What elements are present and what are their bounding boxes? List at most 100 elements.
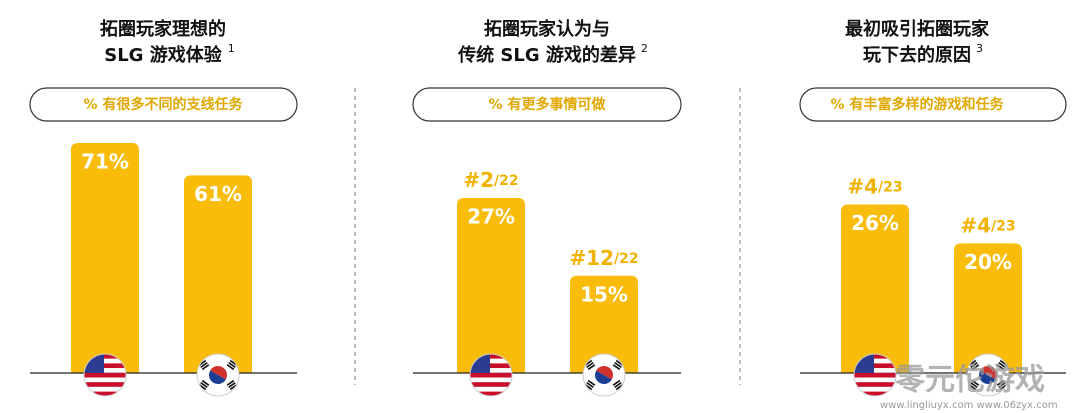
flag-stripe bbox=[470, 382, 512, 387]
value-label: 71% bbox=[81, 149, 129, 173]
flag-ring bbox=[966, 353, 1010, 397]
bar bbox=[570, 275, 638, 373]
flag-trigram bbox=[968, 384, 977, 391]
flag-stripe bbox=[470, 358, 512, 364]
flag-icon bbox=[196, 353, 240, 397]
flag-stripe bbox=[84, 386, 126, 392]
flag-stripe bbox=[470, 354, 512, 359]
flag-trigram bbox=[584, 384, 593, 391]
subtitle: % 有更多事情可做 bbox=[489, 96, 607, 113]
flag-yang bbox=[980, 366, 997, 380]
flag-trigram bbox=[998, 382, 1006, 388]
watermark: 零元佗游戏 bbox=[895, 363, 1045, 398]
flag-icon bbox=[582, 353, 626, 397]
flag-icon bbox=[83, 353, 127, 397]
bar bbox=[457, 198, 525, 373]
flag bbox=[967, 354, 1009, 396]
rank: #4 bbox=[847, 174, 878, 198]
flag-trigram bbox=[226, 364, 235, 371]
flag-trigram bbox=[201, 379, 210, 386]
value-label: 27% bbox=[467, 205, 515, 229]
chart-title: 拓圈玩家认为与 bbox=[484, 18, 610, 40]
flag-trigram bbox=[229, 384, 238, 391]
rank-total: /22 bbox=[494, 173, 519, 189]
flag-ring bbox=[83, 353, 127, 397]
flag-ring bbox=[853, 353, 897, 397]
rank-label: #4/23 bbox=[960, 213, 1015, 237]
flag-icon bbox=[966, 353, 1010, 397]
flag-um bbox=[595, 370, 612, 384]
flag-stripe bbox=[84, 358, 126, 364]
flag-trigram bbox=[612, 364, 621, 371]
flag-stripe bbox=[854, 354, 896, 359]
subtitle-pill bbox=[412, 87, 682, 122]
bar bbox=[841, 204, 909, 373]
flag-ring bbox=[196, 353, 240, 397]
flag-stripe bbox=[854, 358, 896, 364]
title-footnote: 2 bbox=[641, 42, 648, 55]
rank: #4 bbox=[960, 213, 991, 237]
flag-trigram bbox=[228, 362, 236, 368]
flag-trigram bbox=[998, 362, 1006, 368]
flag bbox=[583, 354, 625, 396]
flag-icon bbox=[853, 353, 897, 397]
rank-label: #2/22 bbox=[463, 168, 518, 192]
flag-stripe bbox=[84, 354, 126, 359]
flag-stripe bbox=[470, 377, 512, 383]
flag-trigram bbox=[198, 384, 207, 391]
rank-total: /23 bbox=[878, 180, 903, 196]
flag-trigram bbox=[615, 384, 624, 391]
value-label: 26% bbox=[851, 211, 899, 235]
flag-um bbox=[979, 370, 996, 384]
rank-total: /23 bbox=[991, 218, 1016, 234]
subtitle-pill bbox=[29, 87, 298, 122]
flag-trigram bbox=[971, 364, 980, 371]
flag-stripe bbox=[854, 363, 896, 369]
flag-stripe bbox=[84, 372, 126, 378]
rank-label: #12/22 bbox=[569, 245, 638, 269]
flag-stripe bbox=[84, 363, 126, 369]
rank-label: #4/23 bbox=[847, 174, 902, 198]
chart-title: 最初吸引拓圈玩家 bbox=[845, 18, 990, 40]
rank: #2 bbox=[463, 168, 494, 192]
bar bbox=[71, 142, 139, 373]
flag-trigram bbox=[996, 364, 1005, 371]
flag-trigram bbox=[201, 364, 210, 371]
flag-trigram bbox=[971, 379, 980, 386]
flag-stripe bbox=[854, 372, 896, 378]
flag-stripe bbox=[470, 368, 512, 373]
flag-trigram bbox=[226, 379, 235, 386]
flag-trigram bbox=[999, 384, 1008, 391]
flag-stripe bbox=[470, 386, 512, 392]
bar bbox=[954, 243, 1022, 373]
value-label: 20% bbox=[964, 250, 1012, 274]
flag-ring bbox=[469, 353, 513, 397]
flag-um bbox=[209, 370, 226, 384]
title-footnote: 1 bbox=[228, 42, 235, 55]
flag-stripe bbox=[854, 368, 896, 373]
subtitle-pill bbox=[799, 87, 1067, 122]
flag-stripe bbox=[470, 391, 512, 396]
flag-stripe bbox=[84, 382, 126, 387]
flag-trigram bbox=[200, 382, 208, 388]
flag-trigram bbox=[586, 382, 594, 388]
flag-trigram bbox=[587, 379, 596, 386]
title-footnote: 3 bbox=[976, 42, 983, 55]
flag-stripe bbox=[84, 391, 126, 396]
chart-title: 传统 SLG 游戏的差异 bbox=[457, 44, 636, 66]
flag-trigram bbox=[584, 359, 593, 366]
flag-trigram bbox=[996, 379, 1005, 386]
flag-stripe bbox=[854, 377, 896, 383]
flag-trigram bbox=[586, 362, 594, 368]
flag-stripe bbox=[84, 368, 126, 373]
flag-trigram bbox=[615, 359, 624, 366]
flag-stripe bbox=[470, 372, 512, 378]
value-label: 61% bbox=[194, 182, 242, 206]
flag-icon bbox=[469, 353, 513, 397]
bar bbox=[184, 175, 252, 373]
flag-trigram bbox=[587, 364, 596, 371]
chart-title: 拓圈玩家理想的 bbox=[100, 18, 226, 40]
flag-yang bbox=[596, 366, 613, 380]
flag-trigram bbox=[970, 382, 978, 388]
